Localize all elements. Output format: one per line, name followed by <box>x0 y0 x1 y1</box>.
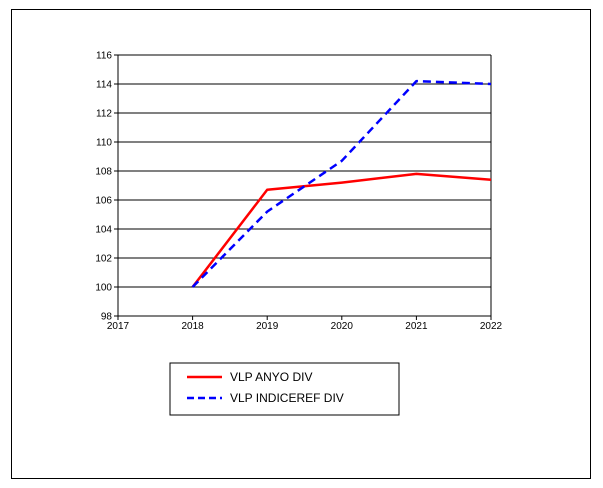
axes: 98 100 102 104 106 108 110 112 114 116 2017 2018 201… <box>95 51 502 333</box>
x-tick-label: 2022 <box>480 321 503 332</box>
y-tick-label: 104 <box>95 225 112 236</box>
y-tick-label: 106 <box>95 196 112 207</box>
y-tick-label: 112 <box>96 109 112 120</box>
y-tick-label: 108 <box>95 167 112 178</box>
y-tick-label: 98 <box>101 312 113 323</box>
x-tick-label: 2020 <box>331 321 354 332</box>
y-tick-label: 100 <box>95 283 112 294</box>
series-lines <box>191 79 492 288</box>
y-tick-label: 102 <box>95 254 112 265</box>
legend-label-1: VLP ANYO DIV <box>230 370 312 384</box>
y-tick-label: 116 <box>96 51 112 62</box>
x-tick-label: 2018 <box>181 321 204 332</box>
series-line-2 <box>191 79 492 288</box>
series-line-1 <box>191 172 492 288</box>
legend-label-2: VLP INDICEREF DIV <box>230 391 344 405</box>
legend: VLP ANYO DIV VLP INDICEREF DIV <box>169 362 400 416</box>
y-tick-label: 110 <box>96 138 112 149</box>
grid-lines <box>118 54 491 288</box>
x-tick-label: 2021 <box>405 321 428 332</box>
x-tick-label: 2017 <box>107 321 130 332</box>
y-tick-label: 114 <box>96 80 112 91</box>
legend-box <box>169 362 400 416</box>
x-tick-label: 2019 <box>256 321 279 332</box>
